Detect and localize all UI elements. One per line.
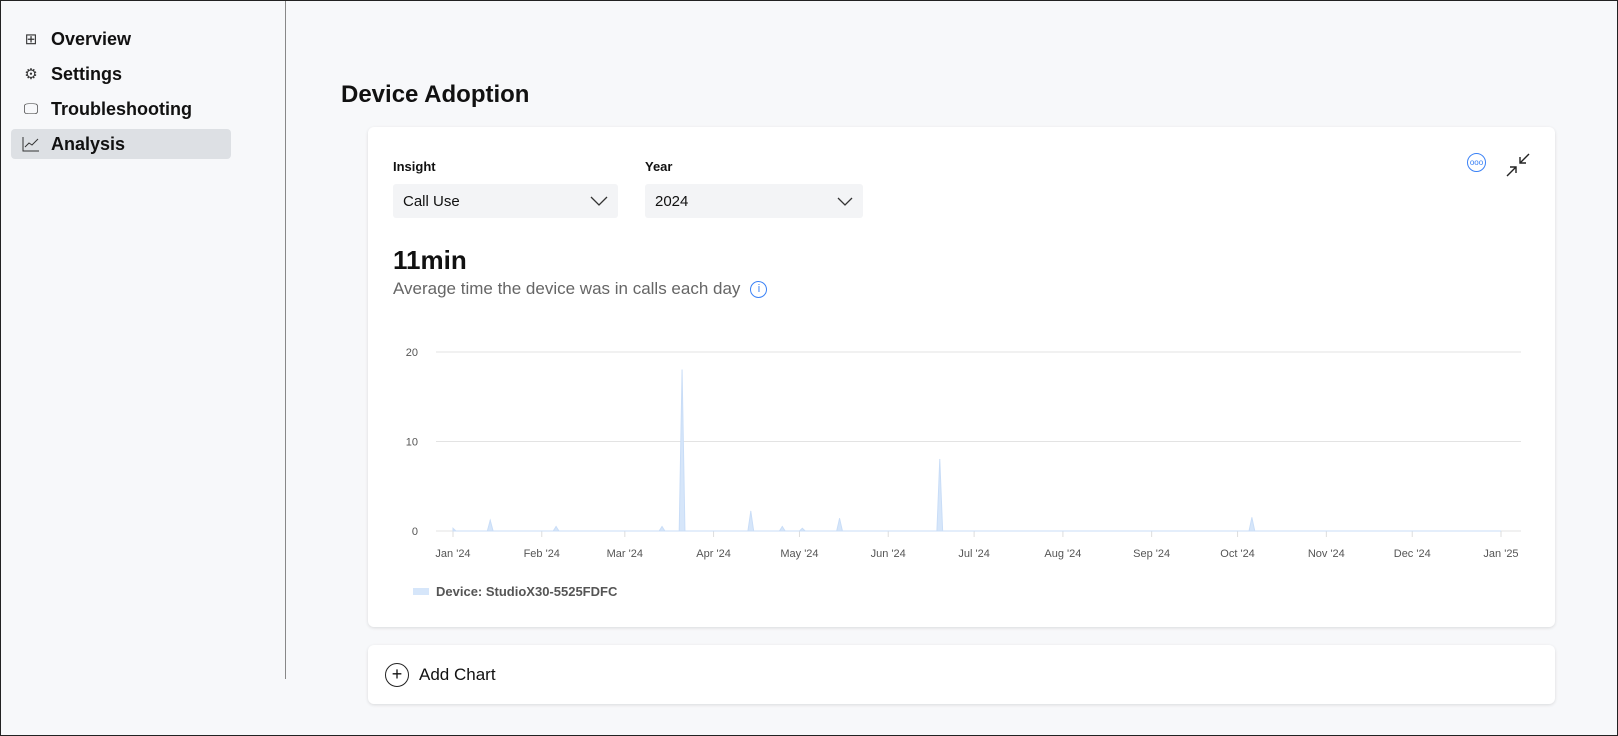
page-title: Device Adoption: [341, 81, 530, 108]
chevron-down-icon: [590, 193, 608, 210]
info-icon[interactable]: i: [750, 280, 768, 298]
year-select[interactable]: 2024: [645, 184, 863, 218]
legend-swatch: [413, 588, 429, 595]
year-label: Year: [645, 159, 673, 174]
insight-value: Call Use: [403, 192, 460, 210]
x-tick-label: Jan '25: [1483, 548, 1518, 560]
year-value: 2024: [655, 192, 689, 210]
metric-description: Average time the device was in calls eac…: [393, 279, 741, 298]
x-tick-label: Dec '24: [1394, 548, 1431, 560]
data-point: [1251, 517, 1253, 519]
sidebar-item-overview[interactable]: ⊞ Overview: [11, 24, 231, 54]
data-point: [452, 527, 454, 529]
monitor-tools-icon: 🖵: [23, 100, 39, 118]
plus-circle-icon: +: [385, 662, 409, 687]
sidebar: ⊞ Overview ⚙ Settings 🖵 Troubleshooting Ana…: [1, 1, 286, 679]
data-point: [781, 526, 783, 528]
line-chart-icon: [11, 136, 51, 152]
data-point: [661, 526, 663, 528]
chevron-down-icon: [837, 193, 853, 210]
data-point: [555, 526, 557, 528]
collapse-icon[interactable]: [1505, 152, 1531, 183]
x-tick-label: Nov '24: [1308, 548, 1345, 560]
x-tick-label: Jan '24: [435, 548, 470, 560]
add-chart-button[interactable]: + Add Chart: [368, 645, 1555, 704]
x-tick-label: Jul '24: [958, 548, 989, 560]
data-point: [839, 517, 841, 519]
x-tick-label: Sep '24: [1133, 548, 1170, 560]
sidebar-item-label: Troubleshooting: [51, 98, 192, 119]
insight-select[interactable]: Call Use: [393, 184, 618, 218]
data-point: [489, 519, 491, 521]
x-tick-label: Feb '24: [524, 548, 560, 560]
x-tick-label: Apr '24: [696, 548, 731, 560]
data-point: [750, 510, 752, 512]
data-point: [681, 369, 683, 371]
x-tick-label: Mar '24: [607, 548, 643, 560]
sidebar-item-label: Settings: [51, 63, 123, 84]
gear-icon: ⚙: [24, 66, 38, 83]
metric-value: 11min: [393, 245, 467, 275]
grid-icon: ⊞: [24, 31, 38, 48]
more-options-icon[interactable]: ooo: [1467, 153, 1486, 172]
data-point: [939, 458, 941, 460]
sidebar-item-troubleshooting[interactable]: 🖵 Troubleshooting: [11, 94, 231, 124]
x-tick-label: Aug '24: [1044, 548, 1081, 560]
x-tick-label: Jun '24: [871, 548, 906, 560]
insight-label: Insight: [393, 159, 436, 174]
y-tick-label: 0: [412, 526, 418, 538]
x-tick-label: May '24: [780, 548, 818, 560]
chart-card: Insight Call Use Year 2024 ooo 11min Ave…: [368, 127, 1555, 627]
sidebar-item-settings[interactable]: ⚙ Settings: [11, 59, 231, 89]
y-tick-label: 20: [406, 347, 418, 359]
series-area: [452, 369, 1501, 532]
sidebar-item-label: Overview: [51, 28, 132, 49]
add-chart-label: Add Chart: [419, 664, 496, 684]
sidebar-item-label: Analysis: [51, 133, 126, 154]
x-tick-label: Oct '24: [1220, 548, 1255, 560]
data-point: [801, 527, 803, 529]
legend-label: Device: StudioX30-5525FDFC: [436, 584, 618, 599]
y-tick-label: 10: [406, 437, 418, 449]
sidebar-item-analysis[interactable]: Analysis: [11, 129, 231, 159]
